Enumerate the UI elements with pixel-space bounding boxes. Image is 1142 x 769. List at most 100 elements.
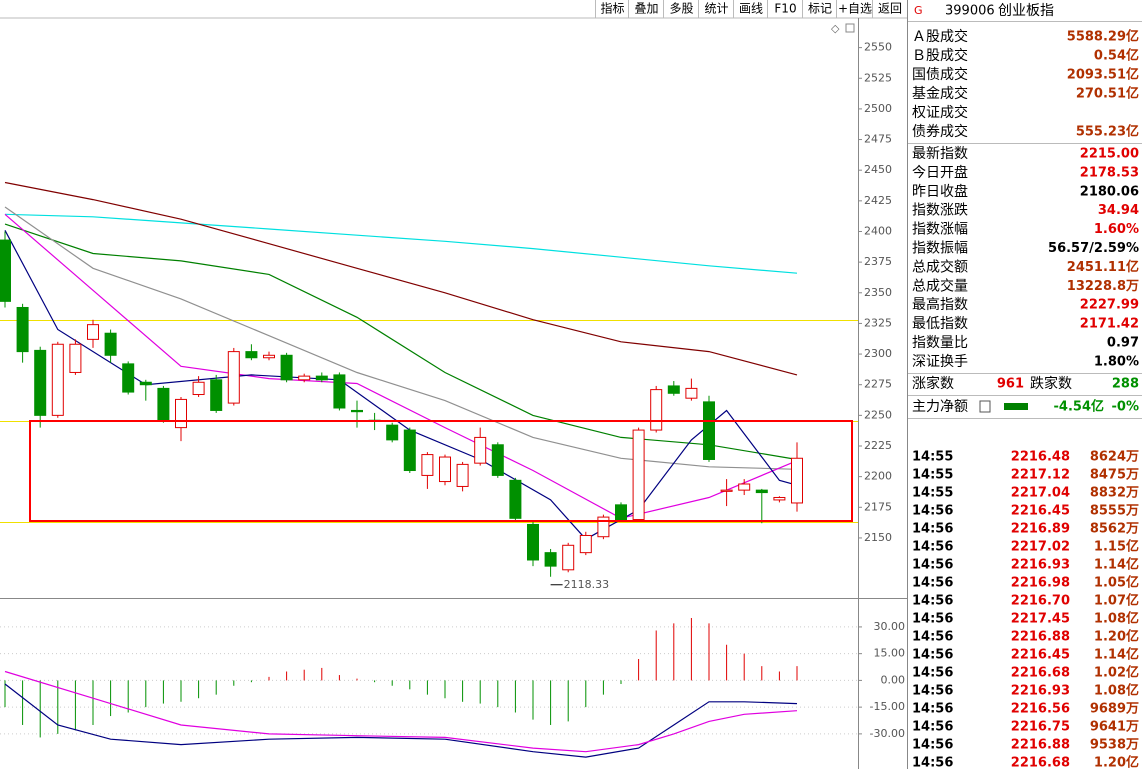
y-tick-label: 2225	[864, 439, 892, 452]
y-tick-label: 2150	[864, 531, 892, 544]
trade-time: 14:56	[912, 630, 953, 645]
candle-body	[562, 544, 575, 571]
up-count: 961	[997, 377, 1024, 392]
toolbar-button[interactable]: 画线	[739, 2, 763, 16]
candle-body	[386, 424, 399, 441]
trade-volume: 9538万	[1090, 738, 1139, 753]
trade-volume: 8475万	[1090, 468, 1139, 483]
candle-body	[51, 343, 64, 416]
trade-time: 14:56	[912, 702, 953, 717]
candle-body	[157, 387, 170, 421]
candle-body	[315, 375, 328, 381]
candle-body	[333, 374, 346, 409]
stat-label: 深证换手	[912, 353, 968, 370]
trade-time: 14:56	[912, 522, 953, 537]
y-tick-label: -15.00	[870, 700, 905, 713]
trade-volume: 1.05亿	[1094, 575, 1139, 591]
y-tick-label: 2400	[864, 224, 892, 237]
trade-time: 14:56	[912, 720, 953, 735]
stat-value: 2451.11亿	[1067, 259, 1139, 275]
diamond-icon[interactable]: ◇	[831, 22, 840, 35]
candle-body	[0, 239, 11, 302]
trade-price: 2216.88	[1011, 630, 1070, 645]
toolbar-button[interactable]: 标记	[808, 2, 832, 16]
y-tick-label: 2300	[864, 347, 892, 360]
stat-value: 34.94	[1098, 203, 1139, 218]
trade-time: 14:56	[912, 576, 953, 591]
up-count-label: 涨家数	[912, 375, 954, 392]
trade-time: 14:56	[912, 594, 953, 609]
candle-body	[615, 504, 627, 521]
macd-line	[4, 683, 798, 758]
stat-label: 指数量比	[912, 335, 968, 351]
trade-price: 2216.45	[1011, 648, 1070, 663]
y-tick-label: 2550	[864, 41, 892, 54]
candle-body	[720, 489, 733, 492]
trade-volume: 1.15亿	[1094, 539, 1139, 555]
trade-price: 2217.12	[1011, 468, 1070, 483]
detail-icon[interactable]	[979, 400, 991, 413]
stat-label: 最高指数	[912, 296, 968, 313]
trade-time: 14:55	[912, 468, 953, 483]
candle-body	[421, 454, 434, 476]
net-flow-pct: -0%	[1112, 400, 1139, 415]
stat-value: 0.97	[1107, 336, 1139, 351]
scroll-icon[interactable]	[845, 23, 855, 33]
candle-body	[650, 389, 663, 431]
index-code: 399006	[945, 4, 995, 19]
stat-value: 1.80%	[1094, 354, 1139, 369]
candle-body	[210, 379, 223, 411]
candle-body	[227, 351, 240, 404]
stat-label: 最低指数	[912, 316, 968, 332]
y-tick-label: -30.00	[870, 727, 905, 740]
stat-label: 基金成交	[912, 85, 968, 102]
trade-price: 2216.98	[1011, 576, 1070, 591]
y-tick-label: 2475	[864, 133, 892, 146]
moving-average-line	[4, 206, 798, 470]
toolbar-button[interactable]: 返回	[878, 2, 902, 16]
toolbar-button[interactable]: 统计	[704, 2, 728, 16]
market-prefix: G	[914, 4, 923, 17]
trade-price: 2217.45	[1011, 612, 1070, 627]
candle-body	[175, 398, 187, 429]
candle-body	[685, 387, 698, 399]
candle-body	[667, 385, 680, 394]
candle-body	[139, 381, 152, 386]
trade-volume: 1.20亿	[1094, 629, 1139, 645]
y-tick-label: 2200	[864, 470, 892, 483]
toolbar-button[interactable]: 叠加	[634, 2, 658, 16]
candle-body	[192, 381, 205, 396]
toolbar-button[interactable]: 指标	[600, 1, 624, 16]
candle-body	[527, 523, 539, 561]
trade-price: 2216.75	[1011, 720, 1070, 735]
toolbar-button[interactable]: +自选	[838, 2, 872, 16]
toolbar-button[interactable]: F10	[774, 2, 796, 16]
stat-value: 1.60%	[1094, 222, 1139, 237]
trade-price: 2216.89	[1011, 522, 1070, 537]
macd-line	[4, 670, 798, 753]
stat-label: 国债成交	[912, 66, 968, 83]
toolbar-button[interactable]: 多股	[669, 2, 693, 16]
candle-body	[738, 483, 751, 491]
trade-time: 14:56	[912, 684, 953, 699]
stat-label: 昨日收盘	[912, 183, 968, 200]
candle-body	[632, 429, 645, 521]
trade-time: 14:56	[912, 756, 953, 769]
stat-label: 指数涨幅	[912, 222, 968, 238]
index-name: 创业板指	[998, 3, 1054, 19]
y-tick-label: 2425	[864, 194, 892, 207]
candle-body	[122, 363, 135, 393]
stat-label: 指数涨跌	[912, 203, 968, 219]
flow-bar	[1004, 403, 1028, 410]
stat-label: 今日开盘	[912, 164, 968, 181]
price-chart: 2550 2525 2500 2475 2450 2425 2400 2375 2350 2325…	[0, 41, 892, 591]
trade-price: 2216.93	[1011, 684, 1070, 699]
candle-body	[298, 375, 311, 381]
candle-body	[104, 332, 117, 356]
stat-value: 5588.29亿	[1067, 29, 1139, 45]
trade-price: 2216.88	[1011, 738, 1070, 753]
trade-time: 14:56	[912, 540, 953, 555]
y-tick-label: 2350	[864, 286, 892, 299]
